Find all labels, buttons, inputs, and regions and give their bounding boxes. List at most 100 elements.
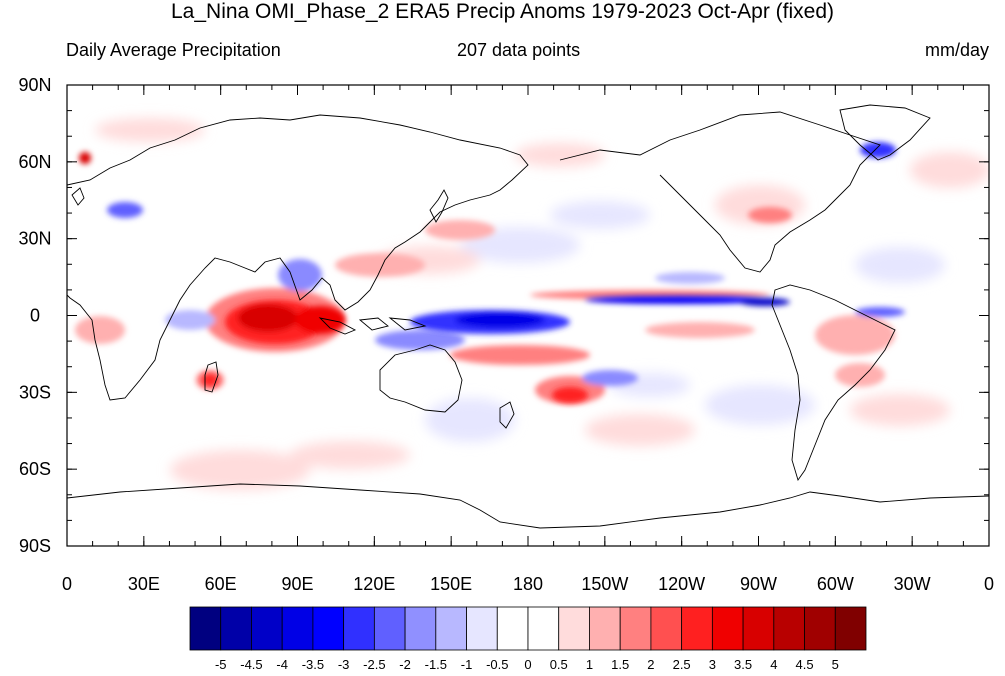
light-negative-patch — [550, 201, 650, 229]
figure-title: La_Nina OMI_Phase_2 ERA5 Precip Anoms 19… — [170, 0, 834, 23]
light-negative-patch — [425, 398, 515, 442]
colorbar-label: -4.5 — [240, 657, 262, 672]
colorbar-label: -4 — [276, 657, 288, 672]
map-plot-area — [67, 85, 989, 546]
colorbar-label: 0 — [524, 657, 531, 672]
japan-coast — [429, 189, 449, 223]
norway-wet — [79, 152, 91, 164]
latitude-label: 30N — [18, 229, 51, 249]
light-positive-patch — [290, 441, 410, 469]
coastlines — [67, 104, 989, 529]
colorbar-label: 0.5 — [550, 657, 568, 672]
colorbar — [189, 606, 867, 651]
light-negative-patch — [705, 385, 815, 425]
southern-africa-wet — [75, 316, 125, 344]
longitude-label: 150W — [581, 574, 628, 594]
colorbar-swatch — [834, 606, 867, 651]
units-label: mm/day — [924, 40, 989, 60]
colorbar-swatch — [558, 606, 590, 651]
colorbar-swatch — [711, 606, 744, 651]
latitude-labels: 90N 60N 30N 0 30S 60S 90S — [18, 75, 51, 556]
indian-ocean-wet-max — [238, 304, 298, 332]
colorbar-label: -0.5 — [486, 657, 508, 672]
light-positive-patch — [515, 143, 605, 167]
colorbar-label: -5 — [215, 657, 227, 672]
colorbar-swatch — [251, 606, 283, 651]
colorbar-swatch — [343, 606, 375, 651]
south-america-coast — [771, 284, 896, 482]
uk-coast — [71, 187, 85, 206]
indonesia-coast — [318, 317, 427, 335]
colorbar-label: 5 — [832, 657, 839, 672]
colorbar-swatch — [773, 606, 805, 651]
light-positive-patch — [910, 152, 989, 188]
longitude-label: 0 — [984, 574, 994, 594]
colorbar-swatch — [650, 606, 683, 651]
east-pacific-dry-core — [740, 298, 790, 306]
strong-anomaly-layer — [79, 152, 790, 403]
south-pacific-dry — [582, 370, 638, 386]
colorbar-swatch — [804, 606, 836, 651]
antarctica-coast — [67, 483, 989, 529]
colorbar-label: -3 — [338, 657, 350, 672]
light-positive-patch — [585, 414, 695, 446]
left-subtitle: Daily Average Precipitation — [66, 40, 281, 60]
colorbar-swatch — [312, 606, 345, 651]
australia-coast — [379, 344, 463, 413]
colorbar-label: 4 — [770, 657, 777, 672]
maritime-continent-wet — [295, 306, 345, 334]
madagascar-wet-core — [202, 374, 218, 386]
colorbar-label: 3.5 — [734, 657, 752, 672]
colorbar-swatch — [466, 606, 498, 651]
light-positive-patch — [170, 450, 310, 490]
latitude-label: 0 — [30, 306, 40, 326]
longitude-label: 120W — [658, 574, 705, 594]
nw-pacific-wet — [335, 253, 425, 277]
africa-eurasia-coast — [67, 114, 529, 401]
colorbar-swatch — [404, 606, 437, 651]
colorbar-swatch — [681, 606, 713, 651]
light-negative-patch — [855, 247, 945, 283]
colorbar-label: -1.5 — [425, 657, 447, 672]
north-america-wet — [748, 207, 792, 223]
europe-dry — [107, 202, 143, 218]
east-pacific-dry-band — [585, 296, 775, 304]
new-zealand-coast — [499, 401, 515, 429]
north-australia-dry — [375, 330, 465, 350]
light-negative-patch — [460, 227, 580, 263]
south-america-wet — [835, 363, 885, 387]
colorbar-swatch — [281, 606, 314, 651]
colorbar-label: 2.5 — [673, 657, 691, 672]
colorbar-swatch — [589, 606, 621, 651]
colorbar-label: -2.5 — [363, 657, 385, 672]
colorbar-label: -1 — [461, 657, 473, 672]
bay-of-bengal-dry — [278, 259, 322, 291]
longitude-label: 60W — [817, 574, 854, 594]
center-subtitle: 207 data points — [457, 40, 581, 60]
colorbar-label: -3.5 — [302, 657, 324, 672]
colorbar-swatch — [527, 606, 560, 651]
longitude-label: 150E — [430, 574, 472, 594]
east-pacific-dry-north — [655, 272, 725, 284]
colorbar-swatch — [496, 606, 529, 651]
madagascar-coast — [204, 361, 219, 393]
colorbar-swatch — [189, 606, 222, 651]
longitude-label: 0 — [62, 574, 72, 594]
greenland-dry — [860, 142, 896, 158]
longitude-label: 30E — [128, 574, 160, 594]
latitude-label: 30S — [19, 382, 51, 402]
latitude-label: 60S — [19, 459, 51, 479]
latitude-label: 90S — [19, 536, 51, 556]
greenland-coast — [839, 104, 931, 161]
light-positive-patch — [95, 118, 205, 142]
latitude-label: 60N — [18, 152, 51, 172]
colorbar-swatch — [220, 606, 252, 651]
colorbar-swatch — [742, 606, 775, 651]
longitude-label: 90E — [281, 574, 313, 594]
colorbar-label: 1 — [586, 657, 593, 672]
colorbar-swatch — [619, 606, 652, 651]
central-pacific-dry-core — [455, 312, 545, 328]
longitude-labels: 0 30E 60E 90E 120E 150E 180 150W 120W 90W 60W 30W 0 — [62, 574, 994, 594]
south-pacific-wet-core — [552, 387, 588, 403]
latitude-label: 90N — [18, 75, 51, 95]
